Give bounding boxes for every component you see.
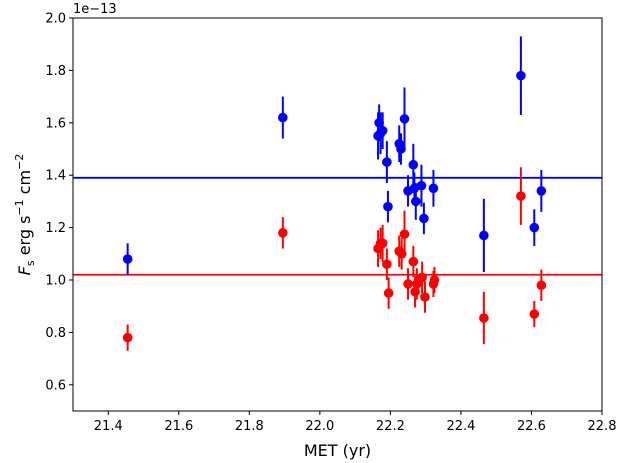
data-point-1-4 <box>377 238 388 249</box>
ylabel-exp1: −1 <box>13 199 26 215</box>
data-point-1-18 <box>479 313 489 323</box>
data-point-1-14 <box>417 272 427 283</box>
x-axis-ticks: 21.4 21.6 21.8 22.0 22.2 22.4 22.6 22.8 <box>94 411 617 434</box>
y-tick-label-4: 1.4 <box>45 169 66 184</box>
y-tick-label-1: 0.8 <box>45 326 66 341</box>
data-point-1-20 <box>529 309 540 319</box>
data-point-0-7 <box>383 201 393 212</box>
data-point-1-19 <box>516 191 526 201</box>
data-point-1-21 <box>536 280 547 291</box>
ylabel-unit2: cm <box>15 170 34 199</box>
x-tick-label-1: 21.6 <box>164 419 193 434</box>
data-point-0-16 <box>419 213 429 224</box>
data-point-0-14 <box>410 196 421 207</box>
data-point-0-19 <box>516 70 526 81</box>
x-axis-label: MET (yr) <box>304 441 371 460</box>
data-point-0-10 <box>399 114 410 124</box>
ylabel-unit1: erg s <box>15 216 34 261</box>
data-point-0-6 <box>382 157 392 167</box>
data-point-1-6 <box>383 288 394 298</box>
data-point-0-15 <box>416 180 427 191</box>
y-tick-label-3: 1.2 <box>45 221 66 236</box>
data-point-0-0 <box>122 254 133 264</box>
data-point-0-20 <box>529 222 540 233</box>
data-point-1-11 <box>408 256 419 267</box>
data-point-1-15 <box>420 292 430 302</box>
ylabel-exp2: −2 <box>13 154 26 170</box>
data-point-0-1 <box>278 112 288 123</box>
data-points <box>122 70 547 343</box>
data-point-1-9 <box>399 229 410 239</box>
y-axis-label: Fs erg s−1 cm−2 <box>13 154 37 276</box>
x-tick-label-3: 22.0 <box>305 419 334 434</box>
plot-frame <box>72 17 603 412</box>
x-tick-label-7: 22.8 <box>588 419 617 434</box>
error-bars <box>126 36 543 351</box>
x-tick-label-0: 21.4 <box>94 419 123 434</box>
ylabel-sub: s <box>24 260 37 266</box>
x-tick-label-6: 22.6 <box>517 419 546 434</box>
data-point-0-3 <box>374 118 384 128</box>
data-point-1-12 <box>410 286 420 297</box>
y-tick-label-5: 1.6 <box>45 116 66 131</box>
data-point-1-5 <box>382 259 392 270</box>
data-point-1-8 <box>396 249 407 259</box>
data-point-0-9 <box>396 144 406 154</box>
data-point-1-1 <box>278 228 288 238</box>
data-point-1-13 <box>412 279 422 289</box>
data-point-0-12 <box>408 159 419 170</box>
data-point-0-5 <box>377 125 388 136</box>
reference-lines <box>73 176 602 276</box>
x-tick-label-2: 21.8 <box>235 419 264 434</box>
data-point-1-0 <box>122 332 133 343</box>
y-tick-label-6: 1.8 <box>45 64 66 79</box>
x-tick-label-5: 22.4 <box>446 419 475 434</box>
y-axis-ticks: 0.6 0.8 1.0 1.2 1.4 1.6 1.8 2.0 <box>45 12 73 393</box>
y-tick-label-7: 2.0 <box>45 12 66 27</box>
y-tick-label-0: 0.6 <box>45 378 66 393</box>
y-axis-offset-text: 1e−13 <box>73 2 117 17</box>
data-point-0-17 <box>428 183 439 194</box>
data-point-1-10 <box>403 279 413 289</box>
data-point-1-17 <box>429 275 440 285</box>
data-point-0-21 <box>536 186 547 196</box>
data-point-0-18 <box>479 230 489 241</box>
y-tick-label-2: 1.0 <box>45 274 66 289</box>
ylabel-main: F <box>15 265 34 275</box>
x-tick-label-4: 22.2 <box>376 419 405 434</box>
